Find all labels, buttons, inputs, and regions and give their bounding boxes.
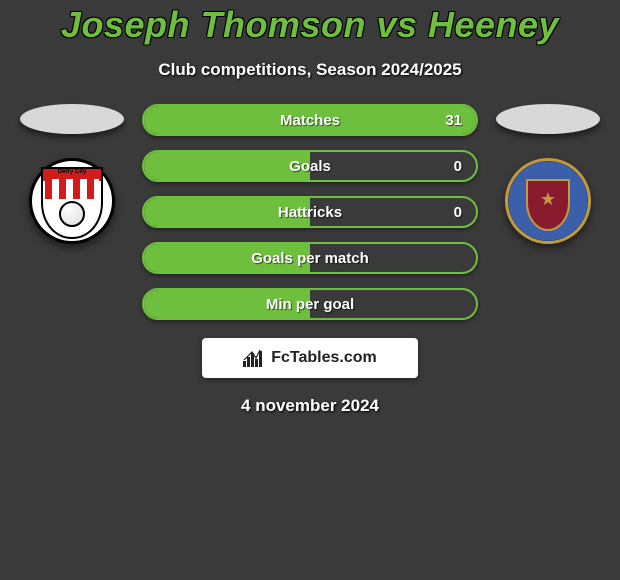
player-photo-placeholder-left: [20, 104, 124, 134]
stat-label: Matches: [144, 112, 476, 129]
comparison-row: Derry City Matches 31 Goals 0 Hattr: [0, 104, 620, 320]
stat-label: Hattricks: [144, 204, 476, 221]
badge-stripes-icon: [45, 179, 99, 199]
brand-box: FcTables.com: [202, 338, 418, 378]
badge-ball-icon: [59, 201, 85, 227]
comparison-card: Joseph Thomson vs Heeney Club competitio…: [0, 0, 620, 416]
badge-star-icon: ★: [540, 189, 556, 210]
club-badge-right: ★: [505, 158, 591, 244]
stat-right-value: 0: [454, 158, 462, 175]
stat-row-matches: Matches 31: [142, 104, 478, 136]
stat-row-goals: Goals 0: [142, 150, 478, 182]
badge-text-left: Derry City: [46, 169, 98, 175]
stat-row-hattricks: Hattricks 0: [142, 196, 478, 228]
club-badge-left: Derry City: [29, 158, 115, 244]
right-player-column: ★: [496, 104, 600, 244]
stats-list: Matches 31 Goals 0 Hattricks 0 Goals per…: [142, 104, 478, 320]
bar-chart-icon: [243, 349, 265, 367]
stat-label: Goals: [144, 158, 476, 175]
stat-row-min-per-goal: Min per goal: [142, 288, 478, 320]
stat-right-value: 31: [445, 112, 462, 129]
stat-row-goals-per-match: Goals per match: [142, 242, 478, 274]
player-photo-placeholder-right: [496, 104, 600, 134]
stat-label: Min per goal: [144, 296, 476, 313]
footer-date: 4 november 2024: [0, 396, 620, 416]
brand-label: FcTables.com: [271, 349, 377, 367]
stat-right-value: 0: [454, 204, 462, 221]
stat-label: Goals per match: [144, 250, 476, 267]
page-title: Joseph Thomson vs Heeney: [0, 4, 620, 46]
left-player-column: Derry City: [20, 104, 124, 244]
page-subtitle: Club competitions, Season 2024/2025: [0, 60, 620, 80]
